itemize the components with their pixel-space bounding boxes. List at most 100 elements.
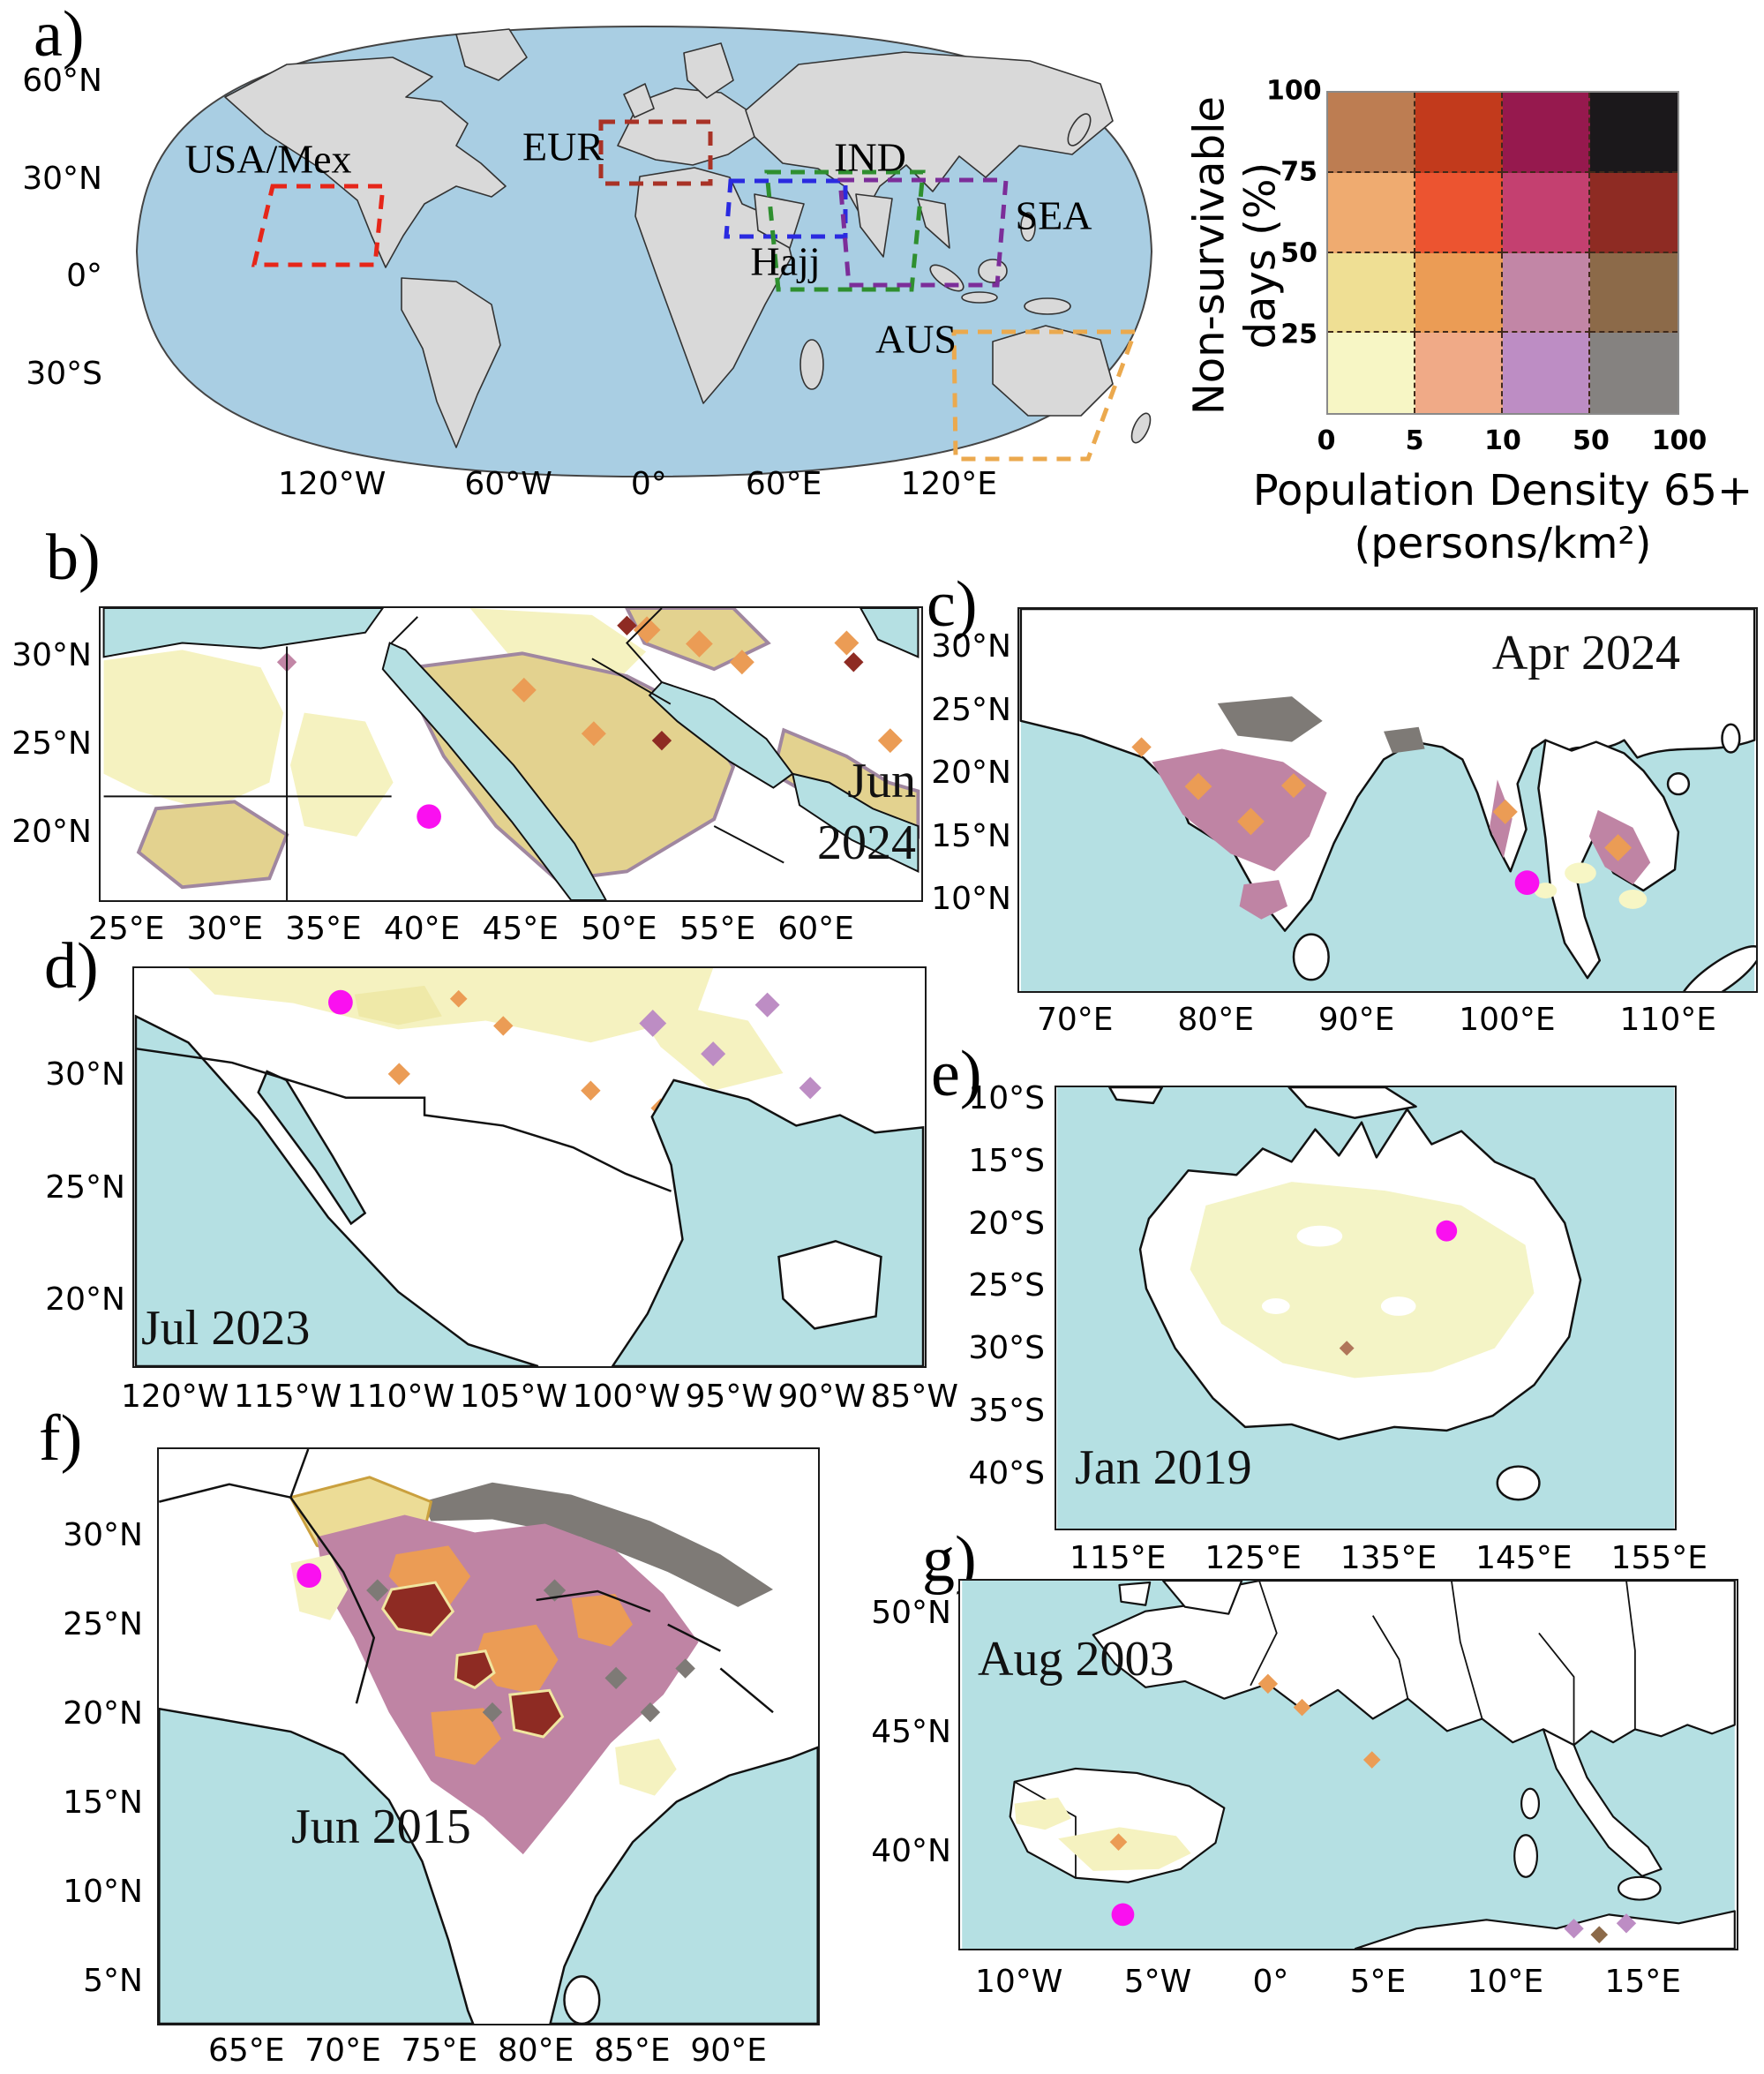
- island-japan: [1067, 113, 1092, 147]
- legend-cell: [1415, 333, 1503, 413]
- sea-shapes: [159, 1707, 818, 2024]
- region-label-sea: SEA: [1015, 192, 1092, 238]
- lon-tick: 50°E: [581, 911, 657, 947]
- event-marker: [1436, 1220, 1458, 1242]
- lat-tick: 25°N: [45, 1169, 125, 1206]
- panel-e-map: [1055, 1086, 1677, 1530]
- sicily: [1617, 1875, 1662, 1901]
- lat-tick: 20°N: [931, 755, 1011, 791]
- legend-cell: [1503, 172, 1590, 253]
- panel-g-lat-axis: 50°N 45°N 40°N: [871, 1596, 951, 1869]
- legend-cell: [1590, 93, 1678, 173]
- lon-tick: 80°E: [1177, 1002, 1254, 1038]
- britain: [1161, 1581, 1243, 1615]
- region-box-usa-mex: [251, 184, 386, 267]
- lon-tick: 10°E: [1467, 1964, 1544, 2000]
- panel-f: f): [0, 1399, 891, 2074]
- tasmania: [1496, 1465, 1541, 1501]
- legend-y-tick: 50: [1280, 237, 1317, 269]
- lon-tick: 65°E: [208, 2033, 285, 2069]
- lon-tick: 60°E: [777, 911, 854, 947]
- lat-tick: 30°S: [968, 1330, 1045, 1367]
- panel-e: e) Jan 2019: [927, 1033, 1764, 1576]
- panel-g-lon-axis: 10°W 5°W 0° 5°E 10°E 15°E: [975, 1964, 1681, 2000]
- country-borders: [103, 608, 784, 900]
- lat-tick: 45°N: [871, 1714, 951, 1750]
- lon-tick: 30°E: [186, 911, 264, 947]
- us-mexico-border: [135, 1047, 672, 1192]
- island-new-guinea: [1024, 297, 1071, 315]
- world-map: [110, 13, 1178, 490]
- panel-d-letter: d): [44, 930, 99, 1003]
- panel-d-map-svg: [134, 968, 925, 1366]
- lon-tick: 135°E: [1340, 1540, 1437, 1576]
- lat-tick: 20°S: [968, 1205, 1045, 1242]
- taiwan: [1721, 723, 1741, 754]
- arabian-sea: [791, 772, 920, 873]
- legend-cell: [1415, 172, 1503, 253]
- region-box-aus: [951, 329, 1138, 462]
- persian-gulf: [648, 680, 794, 789]
- panel-d-lon-axis: 120°W 115°W 110°W 105°W 100°W 95°W 90°W …: [121, 1379, 958, 1415]
- lon-tick: 60°E: [745, 466, 822, 502]
- lon-tick: 120°E: [900, 466, 997, 502]
- lon-tick: 70°E: [1037, 1002, 1114, 1038]
- island-philippines: [1020, 212, 1036, 242]
- pacific-ocean: [134, 1014, 539, 1366]
- legend-cell: [1503, 333, 1590, 413]
- sri-lanka: [563, 1975, 601, 2024]
- lat-tick: 25°N: [931, 691, 1011, 728]
- lon-tick: 0°: [630, 466, 667, 502]
- lat-tick: 60°N: [22, 63, 102, 99]
- lon-tick: 55°E: [679, 911, 756, 947]
- sumatra: [1678, 945, 1756, 991]
- panel-c-date: Apr 2024: [1491, 626, 1680, 680]
- continent-asia: [745, 51, 1114, 219]
- legend-y-title-line1: Non-survivable: [1184, 96, 1235, 416]
- panel-b-date-line2: 2024: [817, 815, 916, 870]
- lon-tick: 15°E: [1604, 1964, 1681, 2000]
- country-borders: [1014, 1581, 1636, 1878]
- arabian-sea: [159, 1707, 475, 2024]
- lat-tick: 10°N: [931, 881, 1011, 917]
- legend-x-tick: 100: [1651, 425, 1708, 456]
- lon-tick: 155°E: [1610, 1540, 1708, 1576]
- lon-tick: 10°W: [975, 1964, 1063, 2000]
- lat-tick: 40°N: [871, 1833, 951, 1869]
- panel-e-lat-axis: 10°S 15°S 20°S 25°S 30°S 35°S 40°S: [964, 1081, 1045, 1492]
- panel-b: b): [0, 525, 935, 949]
- lon-tick: 90°W: [777, 1379, 866, 1415]
- peninsula-indochina: [917, 198, 950, 249]
- lat-tick: 30°N: [45, 1056, 125, 1093]
- legend-x-axis-title-line2: (persons/km²): [1354, 519, 1652, 568]
- lon-tick: 70°E: [304, 2033, 381, 2069]
- panel-b-lon-axis: 25°E 30°E 35°E 40°E 45°E 50°E 55°E 60°E: [88, 911, 854, 947]
- panel-e-lon-axis: 115°E 125°E 135°E 145°E 155°E: [1070, 1540, 1708, 1576]
- region-box-hajj: [724, 178, 848, 239]
- lon-tick: 60°W: [464, 466, 552, 502]
- panel-b-date: Jun 2024: [817, 750, 916, 874]
- panel-f-date: Jun 2015: [291, 1800, 471, 1854]
- panel-b-lat-axis: 30°N 25°N 20°N: [7, 638, 92, 850]
- lon-tick: 5°W: [1123, 1964, 1192, 2000]
- island-madagascar: [799, 339, 824, 390]
- region-label-eur: EUR: [522, 124, 604, 169]
- event-marker: [1514, 870, 1540, 896]
- lat-tick: 30°S: [26, 355, 102, 392]
- panel-d: d): [0, 927, 962, 1425]
- panel-b-map: [99, 606, 923, 902]
- panel-c: c): [927, 556, 1764, 1055]
- lat-tick: 20°N: [45, 1281, 125, 1318]
- panel-f-map: [157, 1447, 820, 2025]
- lon-tick: 85°E: [594, 2033, 671, 2069]
- panel-g-date: Aug 2003: [978, 1632, 1175, 1687]
- lon-tick: 100°E: [1459, 1002, 1556, 1038]
- lon-tick: 100°W: [572, 1379, 680, 1415]
- heat-patch-holes: [1261, 1225, 1416, 1316]
- event-marker: [297, 1563, 322, 1589]
- lat-tick: 20°N: [11, 814, 92, 850]
- legend-cell: [1328, 252, 1415, 334]
- lon-tick: 25°E: [88, 911, 165, 947]
- lon-tick: 110°E: [1619, 1002, 1716, 1038]
- panel-g-map-svg: [962, 1581, 1736, 1949]
